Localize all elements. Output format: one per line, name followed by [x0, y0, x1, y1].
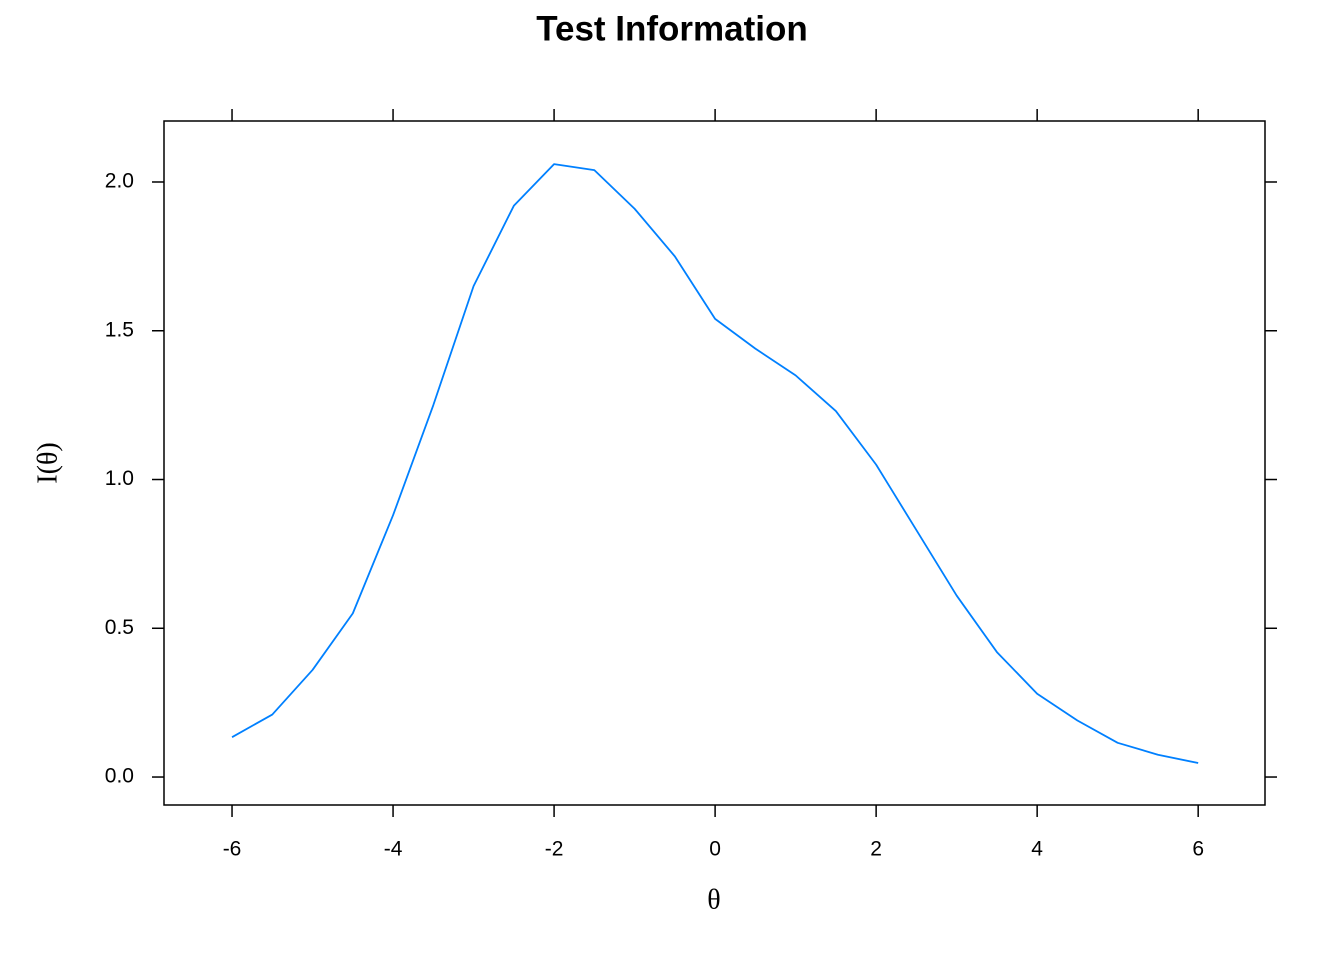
x-tick-label: -2 [545, 838, 564, 861]
line-series [231, 163, 1199, 764]
x-tick-label: -6 [223, 838, 242, 861]
plot-frame [163, 120, 1266, 806]
x-tick-label: -4 [384, 838, 403, 861]
x-tick-label: 6 [1192, 838, 1204, 861]
chart-title: Test Information [536, 9, 808, 48]
y-tick-label: 1.5 [105, 318, 134, 341]
x-axis-title: θ [707, 884, 720, 915]
x-tick-label: 0 [709, 838, 721, 861]
y-tick-label: 0.5 [105, 616, 134, 639]
x-tick-label: 2 [870, 838, 882, 861]
y-tick-label: 1.0 [105, 467, 134, 490]
y-tick-label: 0.0 [105, 765, 134, 788]
y-axis-title: I(θ) [32, 442, 63, 483]
y-tick-label: 2.0 [105, 170, 134, 193]
x-tick-label: 4 [1031, 838, 1043, 861]
